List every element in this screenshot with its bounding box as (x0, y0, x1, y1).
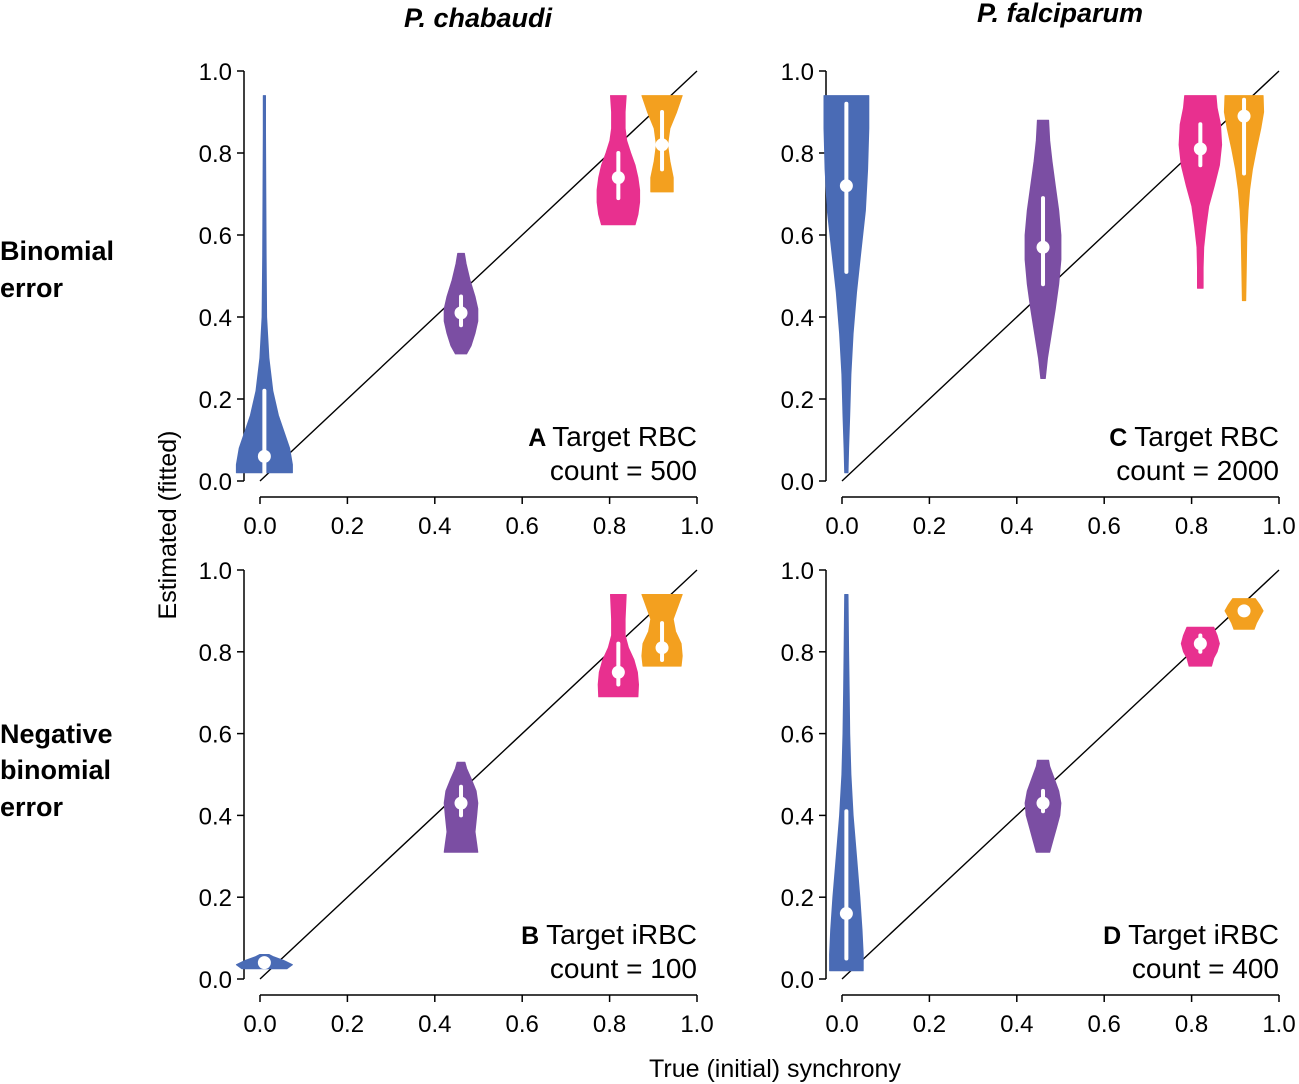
x-tick-label: 0.6 (1088, 513, 1121, 540)
x-tick-label: 0.6 (506, 1011, 539, 1038)
violin-median-point (839, 907, 853, 921)
panel-label-line1: D Target iRBC (1103, 919, 1279, 950)
row-title-binomial-line2: error (0, 273, 64, 303)
x-tick-label: 1.0 (680, 513, 713, 540)
x-tick-label: 0.6 (506, 513, 539, 540)
y-tick-label: 0.0 (199, 469, 232, 496)
x-tick-label: 0.6 (1088, 1011, 1121, 1038)
panel-label-line2: count = 100 (550, 953, 697, 984)
panel-label-line1: A Target RBC (528, 421, 697, 452)
col-title-p-chabaudi: P. chabaudi (404, 3, 553, 33)
x-tick-label: 0.4 (418, 513, 451, 540)
row-title-binomial-line1: Binomial (0, 236, 114, 266)
panel-a: 0.0 0.2 0.4 0.6 0.8 1.0 0.0 0.2 0.4 0.6 0.8 1.0 A Ta… (199, 59, 714, 540)
y-tick-label: 0.0 (781, 469, 814, 496)
x-tick-label: 0.0 (825, 1011, 858, 1038)
y-axis-title: Estimated (fitted) (154, 431, 182, 620)
violin-body (235, 95, 293, 474)
y-tick-label: 0.0 (199, 967, 232, 994)
x-tick-label: 0.4 (1000, 513, 1033, 540)
x-tick-label: 0.2 (331, 1011, 364, 1038)
x-tick-label: 1.0 (1262, 1011, 1295, 1038)
violin-median-point (454, 796, 468, 810)
panel-label-line1: B Target iRBC (521, 919, 697, 950)
y-tick-label: 0.2 (781, 387, 814, 414)
violin-body (823, 95, 870, 474)
y-tick-label: 0.8 (781, 640, 814, 667)
x-tick-label: 0.2 (913, 1011, 946, 1038)
x-tick-label: 0.4 (1000, 1011, 1033, 1038)
y-tick-label: 0.6 (781, 722, 814, 749)
x-tick-label: 0.8 (1175, 513, 1208, 540)
x-tick-label: 0.8 (593, 513, 626, 540)
violin-body (1223, 95, 1265, 302)
violin-median-point (1036, 240, 1050, 254)
y-tick-label: 0.6 (781, 223, 814, 250)
violin-median-point (1193, 142, 1207, 156)
x-tick-label: 0.8 (1175, 1011, 1208, 1038)
y-tick-label: 0.2 (781, 885, 814, 912)
x-tick-label: 1.0 (1262, 513, 1295, 540)
violin-median-point (1036, 796, 1050, 810)
violin-median-point (655, 641, 669, 655)
panel-label-line2: count = 2000 (1116, 455, 1279, 486)
violin-median-point (1237, 604, 1251, 618)
panel-label-line2: count = 500 (550, 455, 697, 486)
violin-median-point (257, 956, 271, 970)
identity-line (259, 70, 698, 482)
x-axis-title: True (initial) synchrony (649, 1055, 901, 1083)
y-tick-label: 0.6 (199, 223, 232, 250)
x-tick-label: 1.0 (680, 1011, 713, 1038)
y-tick-label: 0.4 (199, 803, 232, 830)
x-tick-label: 0.2 (913, 513, 946, 540)
y-tick-label: 0.8 (781, 141, 814, 168)
y-tick-label: 0.8 (199, 640, 232, 667)
y-tick-label: 1.0 (781, 558, 814, 585)
y-tick-label: 0.2 (199, 387, 232, 414)
row-title-negbinomial-line2: binomial (0, 755, 111, 785)
y-tick-label: 0.0 (781, 967, 814, 994)
y-tick-label: 0.8 (199, 141, 232, 168)
y-tick-label: 1.0 (199, 59, 232, 86)
violin-body (1178, 95, 1223, 289)
violin-median-point (454, 306, 468, 320)
x-tick-label: 0.0 (243, 1011, 276, 1038)
violin-median-point (1193, 637, 1207, 651)
identity-line (259, 569, 698, 980)
y-tick-label: 0.2 (199, 885, 232, 912)
violin-median-point (1237, 109, 1251, 123)
panel-label-line2: count = 400 (1132, 953, 1279, 984)
y-tick-label: 1.0 (199, 558, 232, 585)
panel-c: 0.0 0.2 0.4 0.6 0.8 1.0 0.0 0.2 0.4 0.6 0.8 1.0 C Ta… (781, 59, 1296, 540)
violin-median-point (839, 179, 853, 193)
violin-median-point (611, 171, 625, 185)
x-tick-label: 0.8 (593, 1011, 626, 1038)
row-title-negbinomial-line1: Negative (0, 719, 113, 749)
col-title-p-falciparum: P. falciparum (977, 0, 1143, 28)
violin-body (829, 594, 864, 972)
x-tick-label: 0.0 (243, 513, 276, 540)
panel-b: 0.0 0.2 0.4 0.6 0.8 1.0 0.0 0.2 0.4 0.6 0.8 1.0 B Ta… (199, 558, 714, 1038)
y-tick-label: 1.0 (781, 59, 814, 86)
panel-label-line1: C Target RBC (1109, 421, 1279, 452)
violin-median-point (257, 449, 271, 463)
panel-d: 0.0 0.2 0.4 0.6 0.8 1.0 0.0 0.2 0.4 0.6 0.8 1.0 D Ta… (781, 558, 1296, 1038)
x-tick-label: 0.4 (418, 1011, 451, 1038)
y-tick-label: 0.6 (199, 722, 232, 749)
x-tick-label: 0.2 (331, 513, 364, 540)
row-title-negbinomial-line3: error (0, 792, 64, 822)
y-tick-label: 0.4 (781, 305, 814, 332)
x-tick-label: 0.0 (825, 513, 858, 540)
y-tick-label: 0.4 (781, 803, 814, 830)
y-tick-label: 0.4 (199, 305, 232, 332)
violin-median-point (655, 138, 669, 152)
violin-median-point (611, 665, 625, 679)
